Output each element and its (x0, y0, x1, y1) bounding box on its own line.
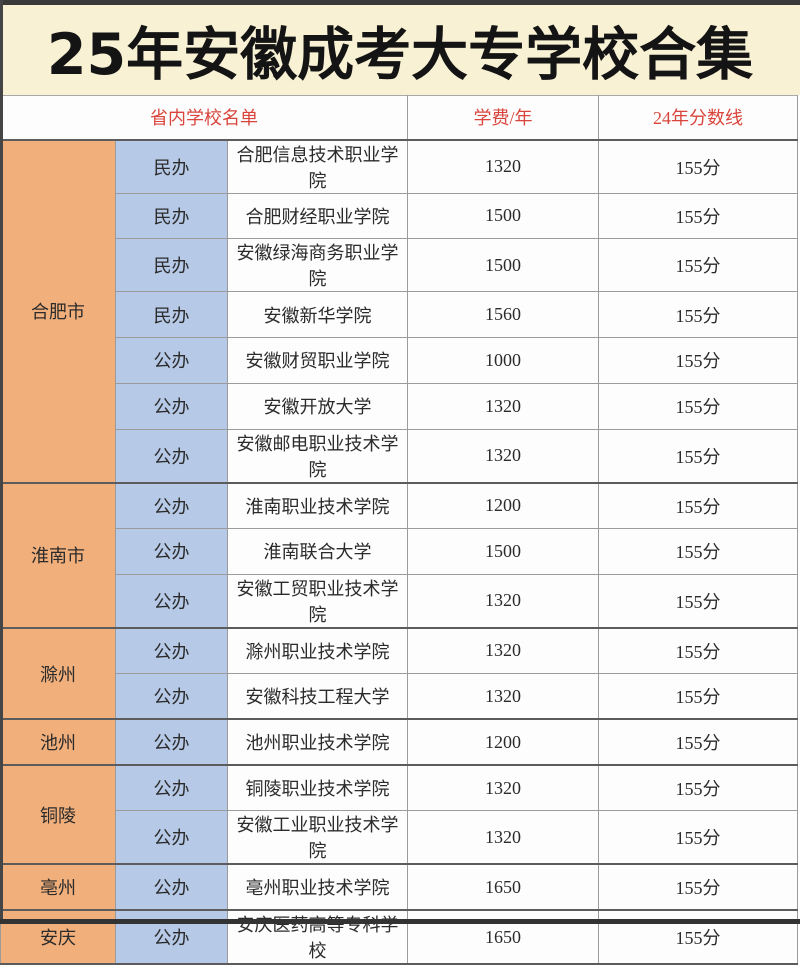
table-row: 公办 安徽工贸职业技术学院 1320 155分 (1, 573, 798, 629)
tuition-cell: 1000 (407, 337, 599, 384)
school-cell: 滁州职业技术学院 (227, 626, 408, 675)
city-cell: 池州 (0, 718, 116, 766)
photo-edge-bottom (0, 919, 800, 924)
score-cell: 155分 (598, 718, 798, 766)
score-cell: 155分 (598, 673, 798, 720)
school-cell: 安徽科技工程大学 (227, 673, 408, 720)
score-cell: 155分 (598, 863, 798, 911)
score-cell: 155分 (598, 481, 798, 529)
table-row: 公办 安徽邮电职业技术学院 1320 155分 (1, 428, 798, 484)
score-cell: 155分 (598, 291, 798, 339)
score-cell: 155分 (598, 626, 798, 675)
type-cell: 公办 (115, 337, 228, 384)
tuition-cell: 1320 (407, 428, 599, 484)
photo-edge-left (0, 0, 3, 924)
score-cell: 155分 (598, 810, 798, 865)
score-cell: 155分 (598, 764, 798, 812)
type-cell: 公办 (115, 428, 228, 484)
tuition-cell: 1320 (407, 573, 599, 629)
tuition-cell: 1320 (407, 810, 599, 865)
score-cell: 155分 (598, 428, 798, 484)
table-row: 民办 安徽新华学院 1560 155分 (1, 291, 798, 339)
type-cell: 公办 (115, 673, 228, 720)
table-row: 池州 公办 池州职业技术学院 1200 155分 (0, 718, 798, 766)
tuition-cell: 1560 (407, 291, 599, 339)
tuition-cell: 1320 (407, 764, 599, 812)
school-cell: 淮南职业技术学院 (227, 481, 408, 529)
school-cell: 安徽邮电职业技术学院 (227, 428, 408, 484)
type-cell: 公办 (115, 382, 228, 430)
table-row: 淮南市 公办 淮南职业技术学院 1200 155分 (0, 481, 798, 629)
score-cell: 155分 (598, 238, 798, 293)
school-cell: 安徽新华学院 (227, 291, 408, 339)
tuition-cell: 1500 (407, 192, 599, 240)
school-cell: 亳州职业技术学院 (227, 863, 408, 911)
table-row: 公办 安徽开放大学 1320 155分 (1, 382, 798, 430)
table-row: 民办 合肥财经职业学院 1500 155分 (1, 192, 798, 240)
schools-table: 省内学校名单 学费/年 24年分数线 合肥市 民办 合肥信息技术职业学院 1320 15… (0, 95, 798, 965)
city-cell: 淮南市 (0, 481, 116, 629)
school-cell: 安徽工业职业技术学院 (227, 810, 408, 865)
type-cell: 民办 (115, 238, 228, 293)
title-banner: 25年安徽成考大专学校合集 (0, 5, 800, 95)
type-cell: 公办 (115, 718, 228, 766)
photo-edge-top (0, 0, 800, 5)
schools-table-wrap: 省内学校名单 学费/年 24年分数线 合肥市 民办 合肥信息技术职业学院 1320 15… (0, 95, 800, 965)
school-cell: 池州职业技术学院 (227, 718, 408, 766)
city-cell: 滁州 (0, 626, 116, 720)
header-school-list: 省内学校名单 (0, 95, 408, 140)
type-cell: 公办 (115, 764, 228, 812)
table-row: 铜陵 公办 铜陵职业技术学院 1320 155分 (0, 764, 798, 865)
city-cell: 亳州 (0, 863, 116, 911)
tuition-cell: 1200 (407, 481, 599, 529)
score-cell: 155分 (598, 573, 798, 629)
school-cell: 合肥财经职业学院 (227, 192, 408, 240)
type-cell: 民办 (115, 291, 228, 339)
tuition-cell: 1650 (407, 863, 599, 911)
type-cell: 民办 (115, 192, 228, 240)
score-cell: 155分 (598, 382, 798, 430)
tuition-cell: 1500 (407, 527, 599, 575)
table-row: 亳州 公办 亳州职业技术学院 1650 155分 (0, 863, 798, 911)
score-cell: 155分 (598, 138, 798, 194)
type-cell: 公办 (115, 810, 228, 865)
tuition-cell: 1500 (407, 238, 599, 293)
school-cell: 安徽开放大学 (227, 382, 408, 430)
table-row: 滁州 公办 滁州职业技术学院 1320 155分 (0, 626, 798, 720)
type-cell: 公办 (115, 527, 228, 575)
table-row: 公办 安徽财贸职业学院 1000 155分 (1, 337, 798, 384)
score-cell: 155分 (598, 192, 798, 240)
header-score: 24年分数线 (598, 95, 798, 140)
school-cell: 淮南联合大学 (227, 527, 408, 575)
type-cell: 公办 (115, 481, 228, 529)
table-row: 公办 安徽科技工程大学 1320 155分 (1, 673, 798, 720)
city-cell: 铜陵 (0, 764, 116, 865)
type-cell: 公办 (115, 626, 228, 675)
tuition-cell: 1320 (407, 138, 599, 194)
score-cell: 155分 (598, 337, 798, 384)
city-cell: 合肥市 (0, 138, 116, 484)
school-cell: 安徽绿海商务职业学院 (227, 238, 408, 293)
type-cell: 民办 (115, 138, 228, 194)
type-cell: 公办 (115, 573, 228, 629)
school-cell: 安徽财贸职业学院 (227, 337, 408, 384)
type-cell: 公办 (115, 863, 228, 911)
school-cell: 安徽工贸职业技术学院 (227, 573, 408, 629)
table-row: 公办 淮南联合大学 1500 155分 (1, 527, 798, 575)
table-row: 公办 安徽工业职业技术学院 1320 155分 (1, 810, 798, 865)
header-tuition: 学费/年 (407, 95, 599, 140)
header-row: 省内学校名单 学费/年 24年分数线 (0, 95, 798, 140)
tuition-cell: 1320 (407, 382, 599, 430)
table-row: 民办 安徽绿海商务职业学院 1500 155分 (1, 238, 798, 293)
tuition-cell: 1320 (407, 626, 599, 675)
score-cell: 155分 (598, 527, 798, 575)
school-cell: 铜陵职业技术学院 (227, 764, 408, 812)
page-title: 25年安徽成考大专学校合集 (46, 22, 754, 88)
school-cell: 合肥信息技术职业学院 (227, 138, 408, 194)
tuition-cell: 1200 (407, 718, 599, 766)
table-row: 合肥市 民办 合肥信息技术职业学院 1320 155分 (0, 138, 798, 484)
tuition-cell: 1320 (407, 673, 599, 720)
